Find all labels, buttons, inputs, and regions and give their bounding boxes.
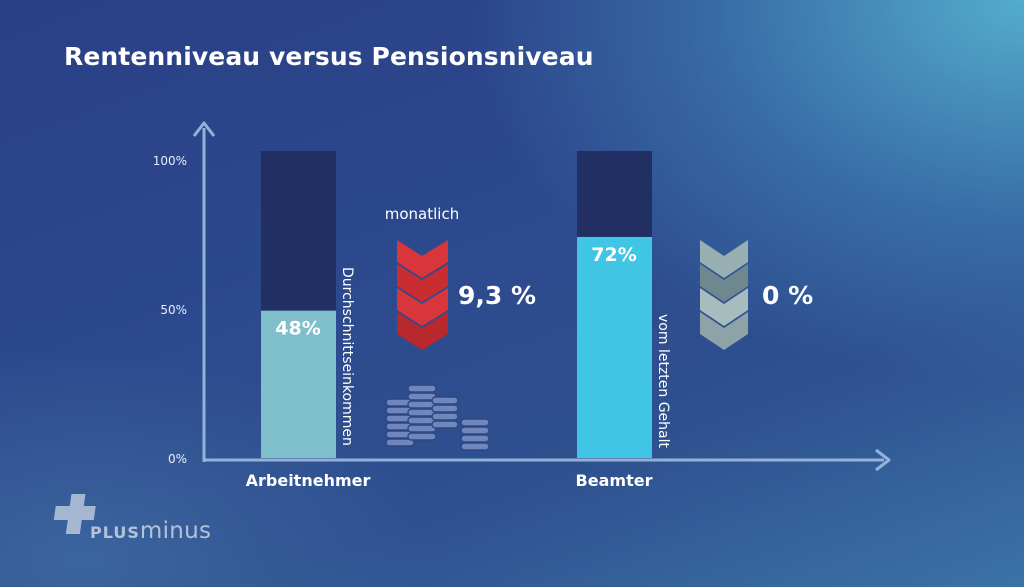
bar-annotation-arbeitnehmer: Durchschnittseinkommen bbox=[339, 267, 355, 446]
monthly-label: monatlich bbox=[385, 205, 459, 223]
red-down-arrow-icon bbox=[397, 240, 448, 350]
bar-value-label-beamter: 72% bbox=[591, 244, 636, 266]
bar-value-label-arbeitnehmer: 48% bbox=[275, 318, 320, 340]
bar-annotation-beamter: vom letzten Gehalt bbox=[655, 314, 671, 449]
plusminus-logo-text: PLUSminus bbox=[90, 518, 211, 544]
plusminus-logo bbox=[53, 494, 96, 534]
y-tick-label: 0% bbox=[168, 452, 187, 466]
y-axis bbox=[192, 121, 216, 462]
y-tick-label: 100% bbox=[153, 154, 187, 168]
bar-beamter bbox=[577, 236, 652, 458]
category-label-beamter: Beamter bbox=[576, 471, 653, 490]
category-label-arbeitnehmer: Arbeitnehmer bbox=[246, 471, 371, 490]
y-tick-label: 50% bbox=[160, 303, 187, 317]
x-axis bbox=[203, 448, 891, 472]
arbeitnehmer-reduction-label: 9,3 % bbox=[458, 281, 536, 310]
bar-arbeitnehmer bbox=[261, 310, 336, 458]
logo-minus-text: minus bbox=[139, 518, 212, 544]
coin-stack-icon bbox=[385, 384, 490, 451]
beamter-reduction-label: 0 % bbox=[762, 281, 813, 310]
grey-down-arrow-icon bbox=[700, 240, 748, 350]
chart-title: Rentenniveau versus Pensionsniveau bbox=[64, 42, 594, 71]
logo-plus-text: PLUS bbox=[90, 523, 140, 542]
